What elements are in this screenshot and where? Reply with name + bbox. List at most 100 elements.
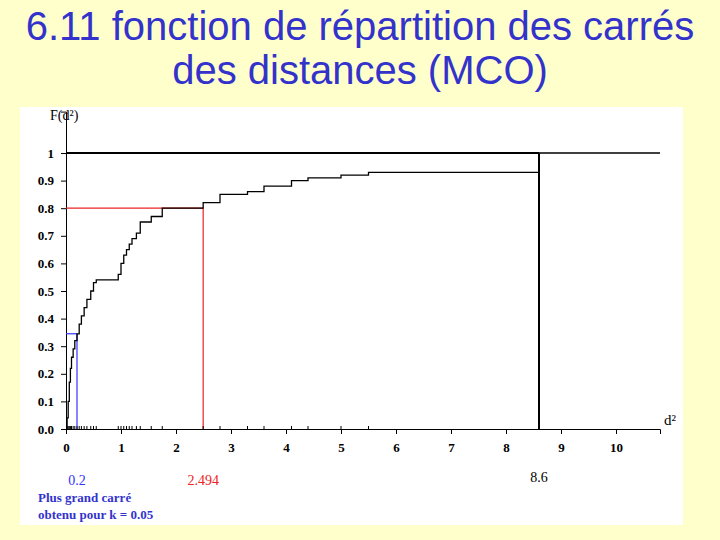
x-tick-mark xyxy=(341,429,342,434)
y-tick-mark xyxy=(61,181,66,182)
rug-mark xyxy=(203,426,204,429)
rug-mark xyxy=(86,426,87,429)
y-tick-label: 0.5 xyxy=(38,284,55,299)
y-tick-mark xyxy=(61,319,66,320)
rug-mark xyxy=(151,426,152,429)
y-tick-label: 0.1 xyxy=(38,394,54,409)
x-tick-label: 7 xyxy=(448,440,455,455)
cdf-line xyxy=(66,153,660,429)
y-tick-mark xyxy=(61,263,66,264)
x-tick-label: 9 xyxy=(558,440,565,455)
x-tick-mark xyxy=(451,429,452,434)
y-axis: 0.0 0.1 0.2 0.3 0.4 0.5 0.6 0.7 0.8 0.9 1 xyxy=(38,112,67,437)
x-tick: 10 xyxy=(610,429,623,455)
guide-vertical xyxy=(203,208,204,429)
y-tick-label: 0.4 xyxy=(38,311,55,326)
rug-mark xyxy=(70,426,71,429)
rug-mark xyxy=(93,426,94,429)
x-axis-line xyxy=(67,430,661,435)
y-tick-label: 0.0 xyxy=(38,422,54,437)
y-tick: 0.3 xyxy=(38,339,66,354)
x-axis-title: d² xyxy=(664,412,677,428)
rug-mark xyxy=(90,426,91,429)
y-tick-mark xyxy=(61,346,66,347)
chart-panel xyxy=(20,107,683,525)
rug-mark xyxy=(69,426,70,429)
x-tick-label: 0 xyxy=(63,440,70,455)
x-tick: 3 xyxy=(228,429,235,455)
rug-mark xyxy=(126,426,127,429)
rug-mark xyxy=(118,426,119,429)
rug-mark xyxy=(74,426,75,429)
x-tick-mark xyxy=(506,429,507,434)
y-tick: 0.8 xyxy=(38,201,66,216)
x-axis: 0 1 2 3 4 5 6 7 8 9 10 xyxy=(63,429,660,455)
x-tick-label: 4 xyxy=(283,440,290,455)
rug-mark xyxy=(132,426,133,429)
y-tick: 0.0 xyxy=(38,422,66,437)
rug-mark xyxy=(220,426,221,429)
x-tick: 8 xyxy=(503,429,510,455)
x-tick-label: 5 xyxy=(338,440,345,455)
y-tick-label: 0.3 xyxy=(38,339,55,354)
title: 6.11 fonction de répartition des carrés … xyxy=(10,4,710,92)
x-tick: 9 xyxy=(558,429,565,455)
rug-mark xyxy=(79,426,80,429)
note: Plus grand carré xyxy=(38,490,131,505)
rug-mark xyxy=(96,426,97,429)
x-tick-mark xyxy=(66,429,67,434)
rug-mark xyxy=(291,426,292,429)
rug-mark xyxy=(162,426,163,429)
rug-mark xyxy=(84,426,85,429)
guide-vertical xyxy=(76,334,77,429)
rug-mark xyxy=(67,426,68,429)
x-tick-mark xyxy=(286,429,287,434)
x-tick: 6 xyxy=(393,429,400,455)
x-tick: 4 xyxy=(283,429,290,455)
annotation-label: 8.6 xyxy=(530,470,548,485)
y-tick-label: 0.6 xyxy=(38,256,55,271)
x-tick-mark xyxy=(231,429,232,434)
y-tick: 0.2 xyxy=(38,366,66,381)
guide-horizontal xyxy=(66,333,77,334)
x-tick: 0 xyxy=(63,429,70,455)
x-tick-mark xyxy=(561,429,562,434)
rug-mark xyxy=(121,426,122,429)
guide-vertical xyxy=(538,153,540,429)
rug-mark xyxy=(264,426,265,429)
rug-mark xyxy=(308,426,309,429)
rug-mark xyxy=(71,426,72,429)
rug-mark xyxy=(123,426,124,429)
y-tick: 1 xyxy=(48,146,67,161)
rug-mark xyxy=(539,426,540,429)
x-tick-label: 6 xyxy=(393,440,400,455)
y-tick-label: 1 xyxy=(48,146,55,161)
x-tick-label: 1 xyxy=(118,440,125,455)
x-tick-mark xyxy=(616,429,617,434)
x-tick-label: 10 xyxy=(610,440,623,455)
y-tick: 0.1 xyxy=(38,394,66,409)
y-tick-mark xyxy=(61,374,66,375)
y-tick-label: 0.2 xyxy=(38,366,54,381)
plot-area xyxy=(66,153,660,429)
y-tick-label: 0.7 xyxy=(38,228,55,243)
y-tick-mark xyxy=(61,429,66,430)
x-tick-label: 3 xyxy=(228,440,235,455)
rug-mark xyxy=(136,426,137,429)
rug-mark xyxy=(368,426,369,429)
y-tick: 0.6 xyxy=(38,256,66,271)
note: obtenu pour k = 0.05 xyxy=(38,507,154,522)
y-tick-mark xyxy=(61,401,66,402)
y-tick: 0.9 xyxy=(38,173,66,188)
y-tick-label: 0.9 xyxy=(38,173,55,188)
rug-mark xyxy=(73,426,74,429)
x-tick-label: 2 xyxy=(173,440,180,455)
y-tick: 0.7 xyxy=(38,228,66,243)
x-tick-label: 8 xyxy=(503,440,510,455)
rug-mark xyxy=(77,426,78,429)
y-axis-line xyxy=(61,112,67,429)
x-tick: 5 xyxy=(338,429,345,455)
y-tick-mark xyxy=(61,208,66,209)
y-tick-label: 0.8 xyxy=(38,201,55,216)
y-tick-mark xyxy=(61,291,66,292)
